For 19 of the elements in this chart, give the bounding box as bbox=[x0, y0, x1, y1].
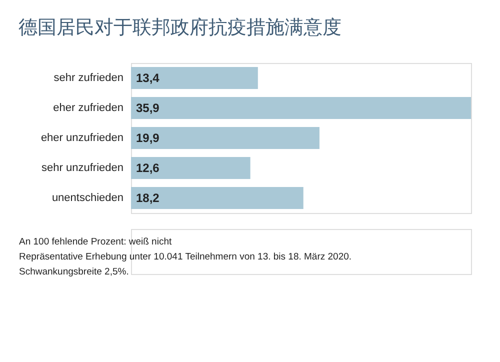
chart-title: 德国居民对于联邦政府抗疫措施满意度 bbox=[18, 16, 342, 38]
y-tick-label: eher unzufrieden bbox=[40, 132, 124, 144]
data-label: 35,9 bbox=[136, 101, 160, 115]
bar bbox=[131, 187, 304, 209]
y-tick-label: unentschieden bbox=[52, 192, 124, 204]
bar bbox=[131, 67, 258, 89]
y-tick-label: eher zufrieden bbox=[53, 102, 124, 114]
bar bbox=[131, 157, 250, 179]
text: Repräsentative Erhebung unter 10.041 Teilnehmern von 13. bis 18. März 2020. bbox=[19, 252, 352, 262]
y-tick-label: sehr zufrieden bbox=[54, 72, 124, 84]
data-label: 12,6 bbox=[136, 161, 160, 175]
bar bbox=[131, 97, 471, 119]
data-label: 19,9 bbox=[136, 131, 160, 145]
data-label: 18,2 bbox=[136, 191, 160, 205]
bar bbox=[131, 127, 320, 149]
y-tick-label: sehr unzufrieden bbox=[42, 162, 124, 174]
text: Schwankungsbreite 2,5%. bbox=[19, 266, 129, 278]
data-label: 13,4 bbox=[136, 71, 160, 85]
text: An 100 fehlende Prozent: weiß nicht bbox=[19, 236, 172, 248]
